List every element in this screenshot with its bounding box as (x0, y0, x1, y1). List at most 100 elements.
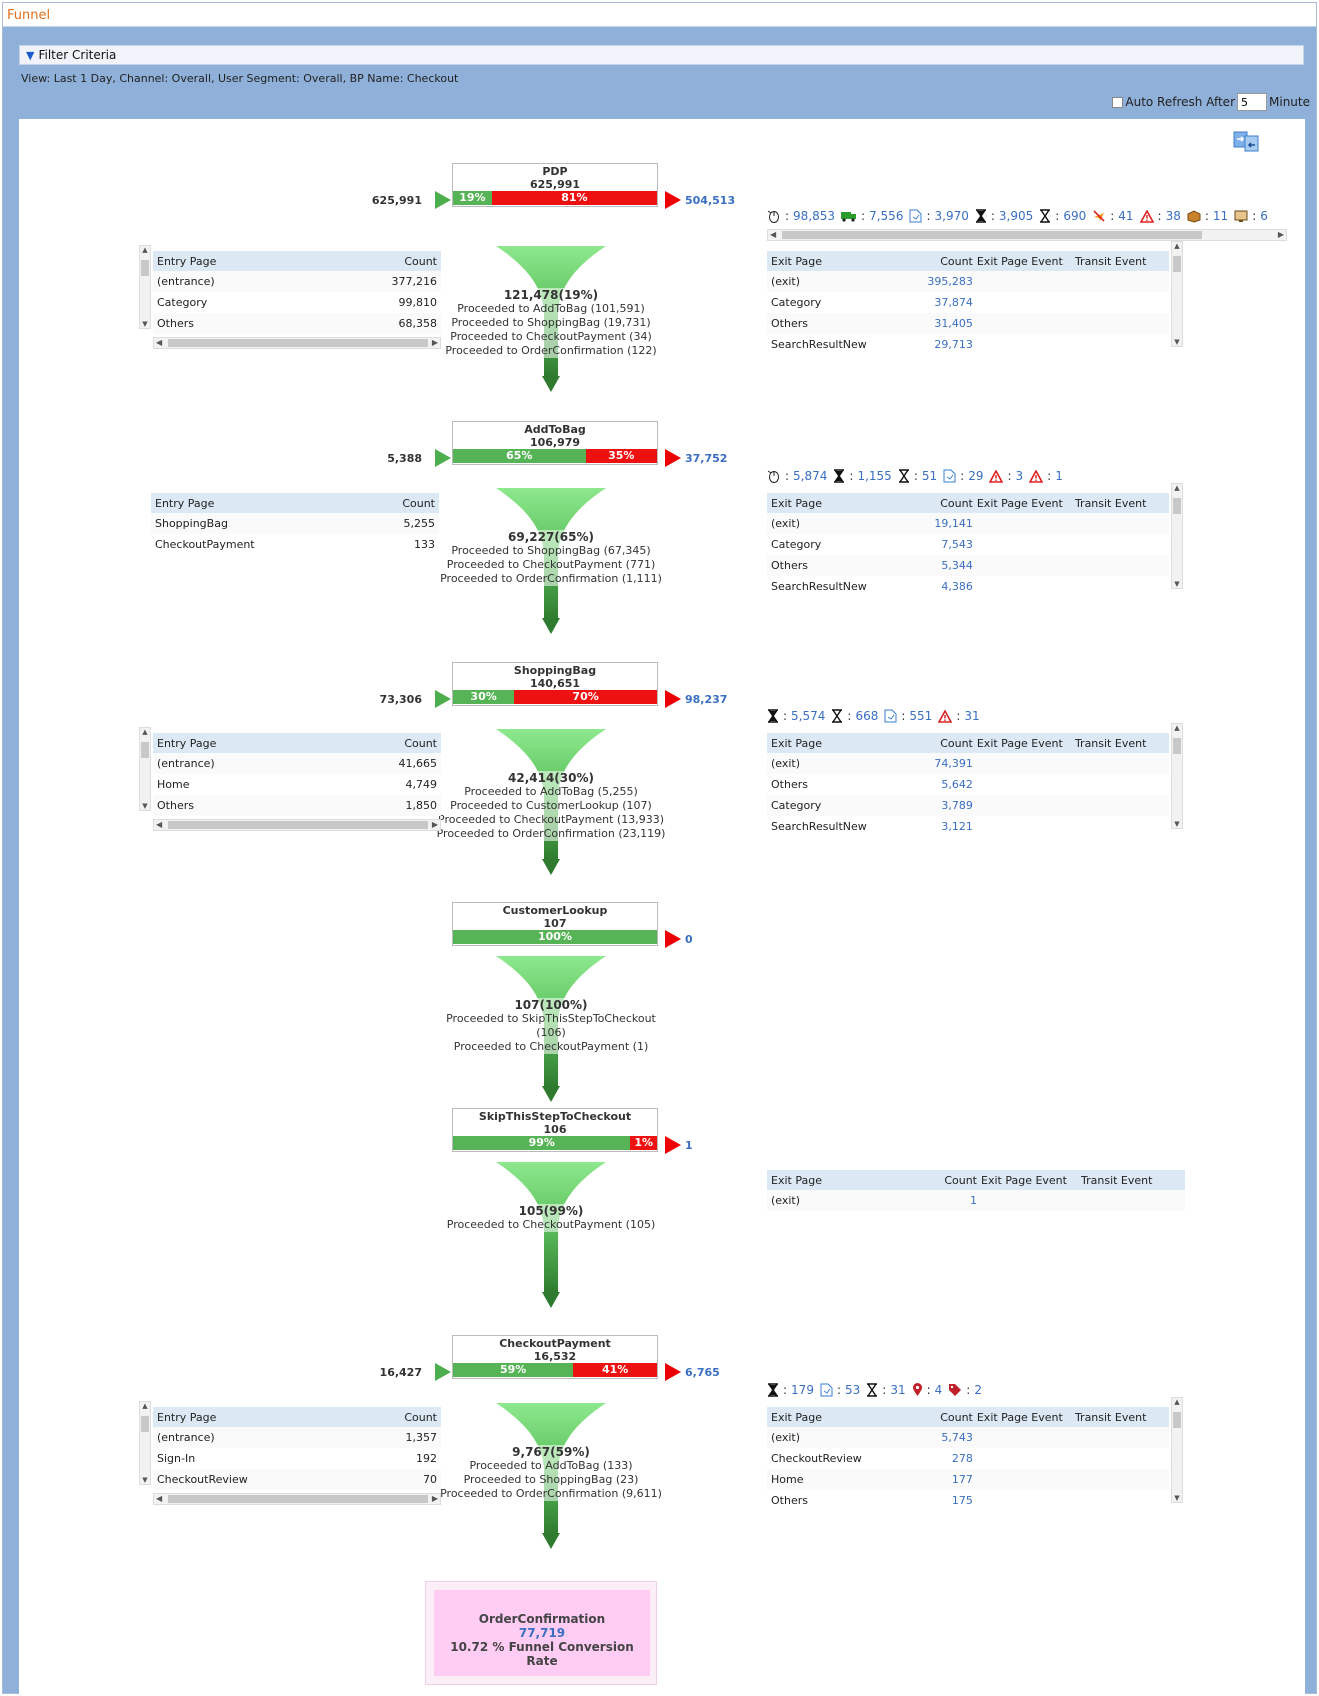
exit-page-count[interactable]: 5,743 (941, 1431, 973, 1444)
stage-box[interactable]: PDP 625,991 19% 81% (452, 163, 658, 207)
scroll-right-icon[interactable]: ▶ (431, 1494, 438, 1503)
event-item[interactable]: :2 (948, 1383, 982, 1397)
exit-page-count[interactable]: 74,391 (934, 757, 973, 770)
scroll-left-icon[interactable]: ◀ (156, 820, 163, 829)
order-confirmation-panel[interactable]: OrderConfirmation 77,719 10.72 % Funnel … (434, 1590, 650, 1676)
exit-table-vertical-scrollbar[interactable]: ▲ ▼ (1171, 483, 1183, 589)
col-count[interactable]: Count (940, 1410, 973, 1424)
table-row[interactable]: SearchResultNew 29,713 (767, 334, 1169, 355)
stage-exits-value[interactable]: 1 (685, 1139, 693, 1152)
table-row[interactable]: Category 3,789 (767, 795, 1169, 816)
col-entry-page[interactable]: Entry Page (155, 496, 215, 510)
col-count[interactable]: Count (940, 496, 973, 510)
event-item[interactable]: :4 (912, 1383, 943, 1397)
entry-table-vertical-scrollbar[interactable]: ▲ ▼ (139, 727, 151, 811)
table-row[interactable]: SearchResultNew 4,386 (767, 576, 1169, 597)
exit-page-count[interactable]: 278 (951, 1452, 973, 1465)
col-count[interactable]: Count (404, 254, 437, 268)
exit-page-count[interactable]: 29,713 (934, 338, 973, 351)
event-value[interactable]: 29 (968, 469, 984, 483)
proceed-line[interactable]: Proceeded to CheckoutPayment (34) (450, 330, 652, 343)
table-row[interactable]: (entrance) 377,216 (153, 271, 441, 292)
scrollbar-thumb[interactable] (1173, 256, 1181, 272)
event-value[interactable]: 3 (1015, 469, 1024, 483)
proceed-line[interactable]: Proceeded to CheckoutPayment (1) (453, 1040, 649, 1053)
col-count[interactable]: Count (940, 254, 973, 268)
exit-page-count[interactable]: 175 (951, 1494, 973, 1507)
entry-table-vertical-scrollbar[interactable]: ▲ ▼ (139, 1401, 151, 1485)
table-row[interactable]: (exit) 19,141 (767, 513, 1169, 534)
event-item[interactable]: :53 (820, 1383, 860, 1397)
scroll-left-icon[interactable]: ◀ (156, 1494, 163, 1503)
col-exit-page-event[interactable]: Exit Page Event (976, 1410, 1063, 1424)
event-value[interactable]: 1,155 (857, 469, 892, 483)
col-transit-event[interactable]: Transit Event (1074, 496, 1147, 510)
stage-exits-value[interactable]: 504,513 (685, 194, 736, 207)
scroll-up-icon[interactable]: ▲ (1174, 1398, 1180, 1406)
scroll-down-icon[interactable]: ▼ (142, 320, 148, 328)
col-exit-page[interactable]: Exit Page (771, 254, 822, 268)
scroll-up-icon[interactable]: ▲ (142, 728, 148, 736)
table-row[interactable]: (exit) 74,391 (767, 753, 1169, 774)
stage-box[interactable]: AddToBag 106,979 65% 35% (452, 421, 658, 465)
exit-page-count[interactable]: 3,121 (941, 820, 973, 833)
scrollbar-thumb[interactable] (168, 821, 428, 829)
event-item[interactable]: :551 (884, 709, 932, 723)
stage-exits-value[interactable]: 37,752 (685, 452, 728, 465)
col-entry-page[interactable]: Entry Page (157, 254, 217, 268)
event-value[interactable]: 5,874 (793, 469, 828, 483)
event-item[interactable]: :31 (866, 1383, 906, 1397)
scrollbar-thumb[interactable] (141, 742, 149, 758)
scrollbar-thumb[interactable] (168, 1495, 428, 1503)
col-entry-page[interactable]: Entry Page (157, 1410, 217, 1424)
stage-box[interactable]: SkipThisStepToCheckout 106 99% 1% (452, 1108, 658, 1152)
exit-page-count[interactable]: 5,642 (941, 778, 973, 791)
scrollbar-thumb[interactable] (141, 260, 149, 276)
event-item[interactable]: :5,574 (767, 709, 825, 723)
col-count[interactable]: Count (404, 736, 437, 750)
event-value[interactable]: 2 (974, 1383, 982, 1397)
proceed-line[interactable]: Proceeded to AddToBag (5,255) (464, 785, 638, 798)
exit-page-count[interactable]: 37,874 (934, 296, 973, 309)
col-count[interactable]: Count (402, 496, 435, 510)
table-row[interactable]: CheckoutPayment 133 (151, 534, 439, 555)
proceed-line[interactable]: Proceeded to CheckoutPayment (105) (446, 1218, 656, 1231)
table-row[interactable]: ShoppingBag 5,255 (151, 513, 439, 534)
event-value[interactable]: 41 (1118, 209, 1134, 223)
exit-page-count[interactable]: 19,141 (934, 517, 973, 530)
col-exit-page-event[interactable]: Exit Page Event (976, 496, 1063, 510)
event-value[interactable]: 4 (934, 1383, 943, 1397)
table-row[interactable]: Others 5,642 (767, 774, 1169, 795)
scroll-down-icon[interactable]: ▼ (142, 802, 148, 810)
entry-table-horizontal-scrollbar[interactable]: ◀ ▶ (153, 819, 441, 831)
scrollbar-thumb[interactable] (1173, 1412, 1181, 1428)
proceed-line[interactable]: Proceeded to OrderConfirmation (1,111) (440, 572, 662, 585)
event-value[interactable]: 179 (791, 1383, 814, 1397)
col-exit-page-event[interactable]: Exit Page Event (976, 736, 1063, 750)
exit-page-count[interactable]: 7,543 (941, 538, 973, 551)
col-transit-event[interactable]: Transit Event (1074, 254, 1147, 268)
stage-entries-value[interactable]: 73,306 (379, 693, 422, 706)
event-value[interactable]: 5,574 (791, 709, 826, 723)
proceed-line[interactable]: Proceeded to ShoppingBag (23) (463, 1473, 639, 1486)
table-row[interactable]: Home 4,749 (153, 774, 441, 795)
proceed-line[interactable]: Proceeded to OrderConfirmation (9,611) (440, 1487, 662, 1500)
event-value[interactable]: 7,556 (869, 209, 904, 223)
stage-entries-value[interactable]: 625,991 (371, 194, 422, 207)
scroll-up-icon[interactable]: ▲ (142, 246, 148, 254)
scroll-up-icon[interactable]: ▲ (1174, 724, 1180, 732)
scroll-down-icon[interactable]: ▼ (142, 1476, 148, 1484)
table-row[interactable]: (exit) 5,743 (767, 1427, 1169, 1448)
table-row[interactable]: Sign-In 192 (153, 1448, 441, 1469)
event-value[interactable]: 551 (909, 709, 933, 723)
event-item[interactable]: :1,155 (833, 469, 892, 483)
auto-refresh-checkbox[interactable] (1112, 96, 1124, 108)
proceed-line[interactable]: Proceeded to CheckoutPayment (13,933) (438, 813, 664, 826)
event-value[interactable]: 38 (1165, 209, 1181, 223)
proceed-total[interactable]: 105(99%) (518, 1204, 584, 1218)
col-count[interactable]: Count (404, 1410, 437, 1424)
exit-table-vertical-scrollbar[interactable]: ▲ ▼ (1171, 723, 1183, 829)
event-value[interactable]: 11 (1212, 209, 1229, 223)
proceed-line[interactable]: Proceeded to ShoppingBag (67,345) (451, 544, 651, 557)
exit-table-vertical-scrollbar[interactable]: ▲ ▼ (1171, 1397, 1183, 1503)
